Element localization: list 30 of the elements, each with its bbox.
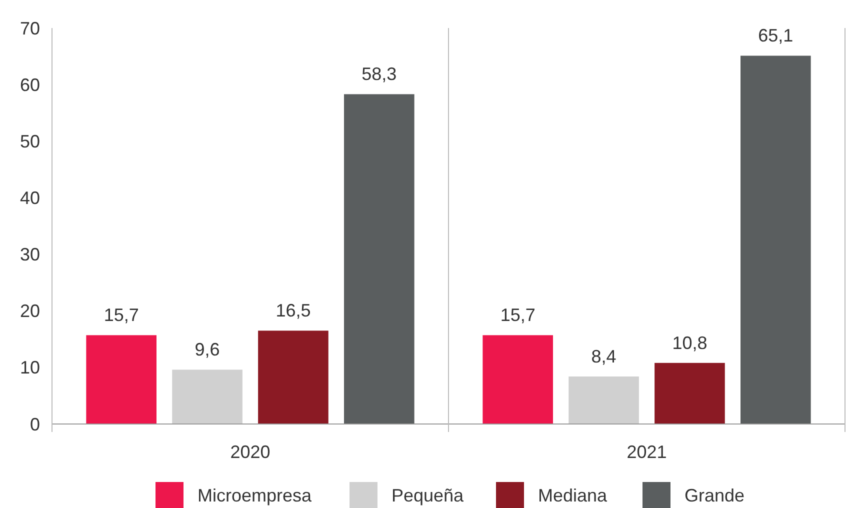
legend-label: Grande (684, 485, 745, 506)
data-label: 16,5 (276, 300, 311, 321)
legend-label: Microempresa (198, 485, 313, 506)
y-tick-label: 10 (20, 358, 40, 378)
bar (172, 370, 242, 424)
bar (568, 376, 639, 424)
bar (258, 330, 328, 424)
y-tick-label: 60 (20, 74, 40, 95)
legend-label: Mediana (538, 485, 608, 506)
bar (654, 362, 725, 424)
x-tick-label: 2021 (626, 442, 667, 462)
data-label: 15,7 (500, 305, 536, 326)
y-tick-label: 20 (20, 301, 40, 322)
bar (86, 335, 156, 424)
legend-label: Pequeña (392, 485, 465, 506)
data-label: 65,1 (758, 26, 794, 46)
data-label: 58,3 (362, 64, 397, 84)
bar (482, 335, 553, 424)
data-label: 8,4 (591, 346, 616, 366)
y-tick-label: 0 (30, 414, 40, 434)
data-label: 15,7 (104, 305, 139, 326)
bar (740, 56, 811, 424)
y-tick-label: 40 (20, 188, 40, 208)
x-tick-label: 2020 (230, 442, 270, 462)
y-tick-label: 50 (20, 131, 40, 152)
data-label: 10,8 (672, 332, 708, 353)
bar (344, 94, 414, 424)
y-tick-label: 70 (20, 18, 40, 38)
y-tick-label: 30 (20, 244, 40, 265)
data-label: 9,6 (194, 340, 220, 360)
